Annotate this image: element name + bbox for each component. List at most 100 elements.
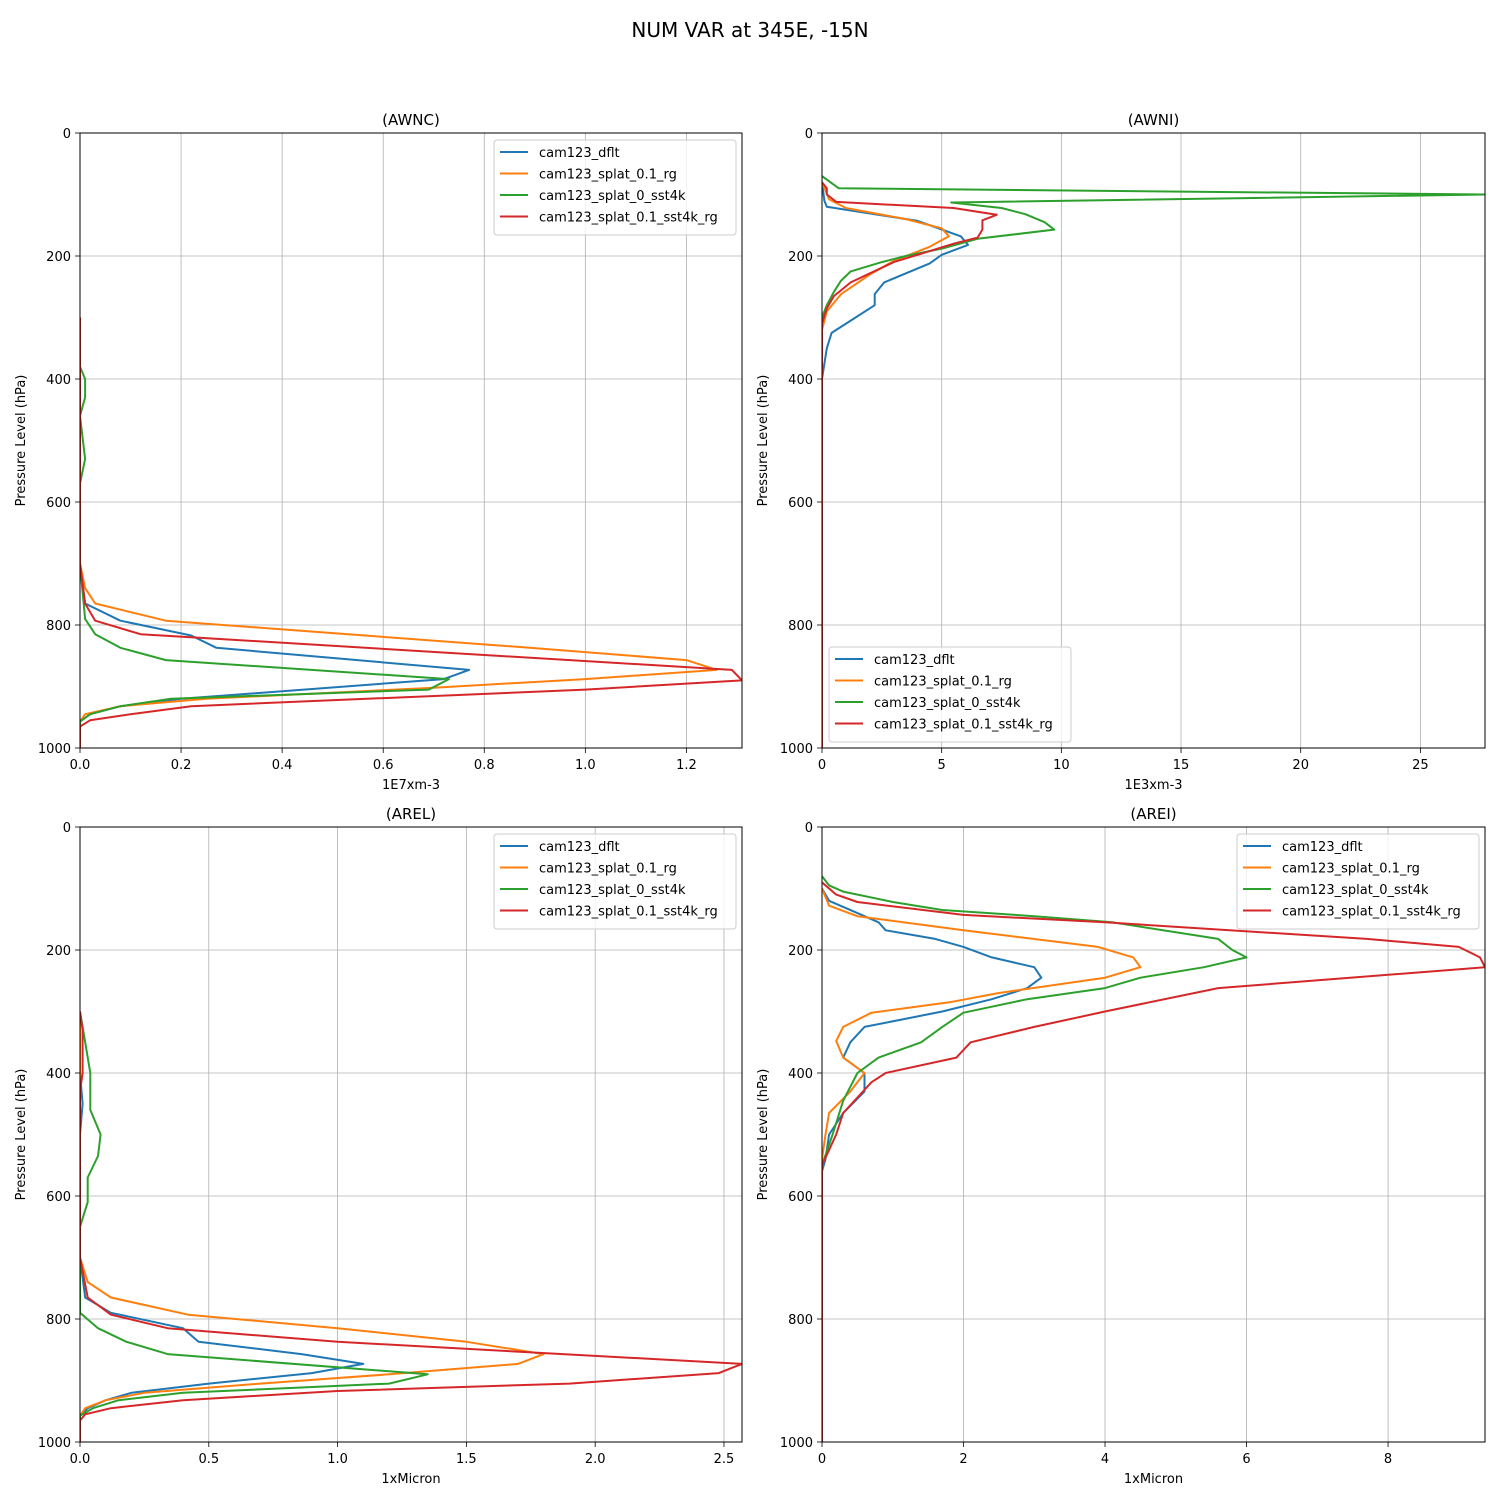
- ticks: 0.0 0.2 0.4 0.6 0.8 1.0 1.2 0 200 400 600 800 1000: [38, 127, 697, 773]
- y-tick-label: 200: [46, 250, 71, 265]
- legend-label: cam123_splat_0.1_sst4k_rg: [1282, 905, 1461, 920]
- y-tick-label: 1000: [780, 1436, 813, 1451]
- series-line-0: [80, 1011, 365, 1442]
- x-tick-label: 2: [959, 1452, 967, 1467]
- series-line-3: [822, 881, 1485, 1442]
- legend: cam123_dflt cam123_splat_0.1_rg cam123_spl…: [493, 139, 737, 236]
- x-tick-label: 10: [1053, 758, 1070, 773]
- ticks: 0.0 0.5 1.0 1.5 2.0 2.5 0 200 400 600 800 1000: [38, 821, 734, 1467]
- y-tick-label: 800: [46, 1313, 71, 1328]
- legend-box: [493, 833, 737, 930]
- y-axis-label: Pressure Level (hPa): [14, 375, 29, 507]
- x-tick-label: 20: [1292, 758, 1309, 773]
- series-line-2: [822, 875, 1248, 1442]
- y-tick-label: 0: [63, 127, 71, 142]
- y-tick-label: 600: [788, 1190, 813, 1205]
- legend-label: cam123_splat_0_sst4k: [539, 883, 686, 898]
- legend-label: cam123_dflt: [874, 653, 955, 668]
- x-axis-label: 1xMicron: [381, 1472, 440, 1487]
- panel-0: 0.0 0.2 0.4 0.6 0.8 1.0 1.2 0 200 400 600 800 1000 (A…: [14, 111, 743, 793]
- y-tick-label: 800: [46, 619, 71, 634]
- y-tick-label: 400: [788, 1067, 813, 1082]
- x-tick-label: 5: [938, 758, 946, 773]
- x-tick-label: 1.0: [575, 758, 596, 773]
- x-tick-label: 1.2: [676, 758, 697, 773]
- panel-3: 0 2 4 6 8 0 200 400 600 800 1000 (AREI) 1xMicron Pres…: [756, 805, 1486, 1487]
- legend-label: cam123_splat_0_sst4k: [1282, 883, 1429, 898]
- panel-title: (AREI): [1130, 805, 1176, 823]
- y-tick-label: 200: [46, 944, 71, 959]
- legend-box: [828, 646, 1072, 743]
- legend-label: cam123_dflt: [539, 146, 620, 161]
- axes-frame: [79, 826, 743, 1443]
- series-line-3: [80, 317, 742, 748]
- series-group: [822, 175, 1485, 748]
- legend-label: cam123_splat_0.1_rg: [1282, 862, 1420, 877]
- figure-title: NUM VAR at 345E, -15N: [631, 18, 868, 42]
- legend-label: cam123_splat_0.1_rg: [539, 168, 677, 183]
- panel-title: (AREL): [386, 805, 436, 823]
- legend-label: cam123_splat_0_sst4k: [874, 696, 1021, 711]
- y-tick-label: 600: [46, 496, 71, 511]
- chart-panels: 0.0 0.2 0.4 0.6 0.8 1.0 1.202004006008001000(A…: [14, 111, 1486, 1487]
- legend-label: cam123_splat_0.1_rg: [874, 675, 1012, 690]
- legend: cam123_dflt cam123_splat_0.1_rg cam123_spl…: [1236, 833, 1480, 930]
- x-tick-label: 0.0: [70, 758, 91, 773]
- series-line-1: [822, 888, 1142, 1442]
- x-tick-label: 0.6: [373, 758, 394, 773]
- x-tick-label: 1.0: [327, 1452, 348, 1467]
- y-tick-label: 800: [788, 619, 813, 634]
- y-tick-label: 800: [788, 1313, 813, 1328]
- x-tick-label: 2.0: [585, 1452, 606, 1467]
- y-tick-label: 600: [46, 1190, 71, 1205]
- axes-frame: [79, 132, 743, 749]
- x-tick-label: 6: [1242, 1452, 1250, 1467]
- y-tick-label: 400: [46, 1067, 71, 1082]
- panel-1: 0 5 10 15 20 25 0 200 400 600 800 1000 (AWNI) 1E3xm-3…: [756, 111, 1486, 793]
- x-tick-label: 1.5: [456, 1452, 477, 1467]
- y-axis-label: Pressure Level (hPa): [756, 1069, 771, 1201]
- legend-label: cam123_splat_0.1_rg: [539, 862, 677, 877]
- series-line-1: [80, 1011, 545, 1442]
- x-tick-label: 0.0: [70, 1452, 91, 1467]
- x-tick-label: 0.5: [198, 1452, 219, 1467]
- y-tick-label: 0: [805, 127, 813, 142]
- x-tick-label: 2.5: [714, 1452, 735, 1467]
- y-tick-label: 1000: [38, 742, 71, 757]
- series-group: [80, 1011, 742, 1442]
- x-tick-label: 0.8: [474, 758, 495, 773]
- y-tick-label: 0: [63, 821, 71, 836]
- series-group: [822, 875, 1485, 1442]
- series-group: [80, 317, 742, 748]
- series-line-2: [822, 175, 1485, 748]
- axes-frame: [821, 826, 1486, 1443]
- legend-box: [1236, 833, 1480, 930]
- x-axis-label: 1E7xm-3: [382, 778, 440, 793]
- y-tick-label: 0: [805, 821, 813, 836]
- panel-2: 0.0 0.5 1.0 1.5 2.0 2.5 0 200 400 600 800 1000 (AREL…: [14, 805, 743, 1487]
- x-tick-label: 15: [1173, 758, 1190, 773]
- x-tick-label: 8: [1384, 1452, 1392, 1467]
- y-axis-label: Pressure Level (hPa): [14, 1069, 29, 1201]
- x-axis-label: 1E3xm-3: [1124, 778, 1182, 793]
- x-tick-label: 4: [1101, 1452, 1109, 1467]
- x-axis-label: 1xMicron: [1124, 1472, 1183, 1487]
- x-tick-label: 0.2: [171, 758, 192, 773]
- x-tick-label: 0: [818, 758, 826, 773]
- y-tick-label: 600: [788, 496, 813, 511]
- legend-label: cam123_splat_0_sst4k: [539, 189, 686, 204]
- x-tick-label: 25: [1412, 758, 1429, 773]
- y-tick-label: 400: [788, 373, 813, 388]
- legend: cam123_dflt cam123_splat_0.1_rg cam123_spl…: [828, 646, 1072, 743]
- series-line-0: [822, 888, 1043, 1442]
- ticks: 0 2 4 6 8 0 200 400 600 800 1000: [780, 821, 1392, 1467]
- series-line-2: [80, 317, 450, 748]
- series-line-3: [822, 181, 998, 748]
- y-tick-label: 1000: [780, 742, 813, 757]
- legend-label: cam123_splat_0.1_sst4k_rg: [874, 718, 1053, 733]
- y-tick-label: 400: [46, 373, 71, 388]
- series-line-2: [80, 1011, 429, 1442]
- axes-frame: [821, 132, 1486, 749]
